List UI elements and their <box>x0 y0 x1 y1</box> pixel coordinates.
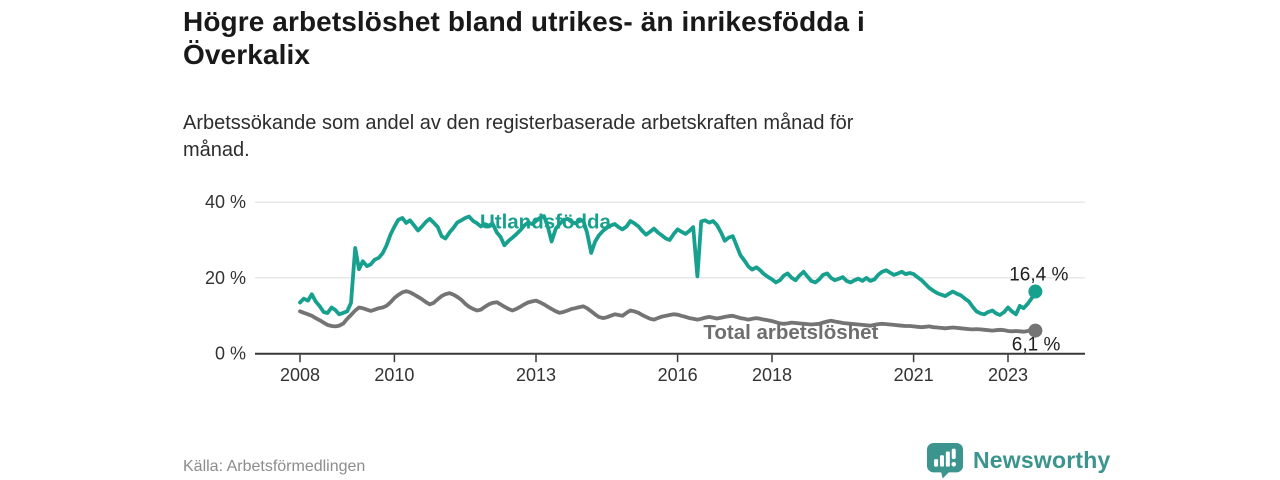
series-line-1 <box>298 289 1038 334</box>
series-end-dot-1 <box>1028 323 1043 338</box>
x-axis-label: 2010 <box>374 365 414 385</box>
title-line-1: Högre arbetslöshet bland utrikes- än inr… <box>183 6 865 37</box>
newsworthy-wordmark: Newsworthy <box>973 447 1111 473</box>
series-name-label-0: Utlandsfödda <box>480 211 612 234</box>
title-line-2: Överkalix <box>183 39 310 71</box>
subtitle-line-1: Arbetssökande som andel av den registerb… <box>183 112 854 134</box>
chart-subtitle: Arbetssökande som andel av den registerb… <box>183 110 1063 164</box>
series-name-label-1: Total arbetslöshet <box>703 321 878 344</box>
y-axis-label: 40 % <box>205 192 246 212</box>
line-chart: 0 % 20 % 40 % 2008 2010 2013 2016 2018 2021 2023 1… <box>180 188 1100 403</box>
source-attribution: Källa: Arbetsförmedlingen <box>183 458 366 475</box>
x-axis-label: 2023 <box>988 365 1028 385</box>
x-axis-label: 2016 <box>658 365 698 385</box>
series-line-0 <box>298 214 1038 317</box>
series-end-label-0: 16,4 % <box>1009 265 1068 286</box>
x-axis-label: 2013 <box>516 365 556 385</box>
subtitle-line-2: månad. <box>183 139 250 161</box>
newsworthy-logo[interactable]: Newsworthy <box>926 442 1110 479</box>
y-axis-label: 0 % <box>215 344 246 364</box>
page-title: Högre arbetslöshet bland utrikes- än inr… <box>183 5 1103 71</box>
bar-chart-speech-bubble-icon <box>926 442 964 479</box>
x-axis-label: 2008 <box>280 365 320 385</box>
chart-canvas: 0 % 20 % 40 % 2008 2010 2013 2016 2018 2021 2023 1… <box>205 192 1085 385</box>
series-end-label-1: 6,1 % <box>1012 335 1061 356</box>
x-axis-label: 2018 <box>752 365 792 385</box>
y-axis-label: 20 % <box>205 268 246 288</box>
series-end-dot-0 <box>1028 284 1043 299</box>
x-axis-label: 2021 <box>894 365 934 385</box>
